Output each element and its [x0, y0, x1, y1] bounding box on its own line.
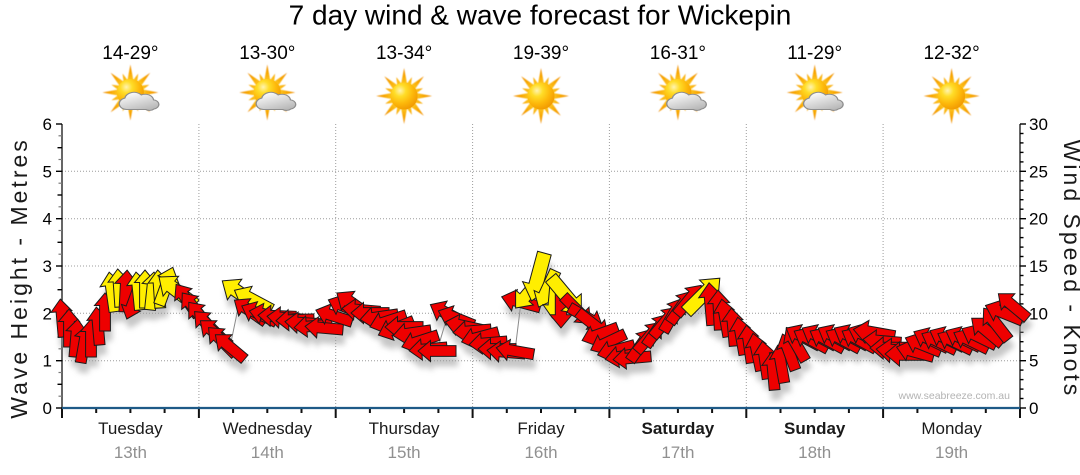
svg-text:0: 0	[43, 399, 52, 418]
svg-text:0: 0	[1029, 399, 1038, 418]
svg-text:5: 5	[43, 162, 52, 181]
svg-text:18th: 18th	[798, 443, 831, 462]
svg-text:Wave Height - Metres: Wave Height - Metres	[6, 137, 32, 419]
svg-text:19-39°: 19-39°	[513, 43, 569, 64]
svg-text:11-29°: 11-29°	[787, 43, 842, 64]
svg-text:2: 2	[43, 304, 52, 323]
svg-text:Thursday: Thursday	[369, 419, 440, 438]
svg-text:6: 6	[43, 115, 52, 134]
svg-text:14-29°: 14-29°	[102, 43, 158, 64]
svg-text:Wind Speed - Knots: Wind Speed - Knots	[1059, 140, 1080, 399]
svg-text:3: 3	[43, 257, 52, 276]
svg-text:16-31°: 16-31°	[650, 43, 706, 64]
svg-text:14th: 14th	[251, 443, 284, 462]
svg-text:13-30°: 13-30°	[239, 43, 295, 64]
svg-text:12-32°: 12-32°	[923, 43, 979, 64]
svg-text:19th: 19th	[935, 443, 968, 462]
svg-text:Tuesday: Tuesday	[98, 419, 163, 438]
svg-text:Wednesday: Wednesday	[223, 419, 313, 438]
svg-text:Sunday: Sunday	[784, 419, 846, 438]
svg-text:13th: 13th	[114, 443, 147, 462]
svg-text:Saturday: Saturday	[642, 419, 715, 438]
svg-text:30: 30	[1029, 115, 1048, 134]
svg-text:20: 20	[1029, 210, 1048, 229]
svg-text:13-34°: 13-34°	[376, 43, 432, 64]
svg-text:16th: 16th	[524, 443, 557, 462]
svg-text:5: 5	[1029, 352, 1038, 371]
svg-text:www.seabreeze.com.au: www.seabreeze.com.au	[898, 390, 1011, 402]
svg-text:25: 25	[1029, 162, 1048, 181]
svg-text:1: 1	[43, 352, 52, 371]
svg-text:17th: 17th	[661, 443, 694, 462]
svg-text:Friday: Friday	[517, 419, 565, 438]
svg-text:15th: 15th	[388, 443, 421, 462]
svg-text:10: 10	[1029, 304, 1048, 323]
svg-text:Monday: Monday	[921, 419, 982, 438]
svg-text:15: 15	[1029, 257, 1048, 276]
svg-text:7 day wind & wave forecast for: 7 day wind & wave forecast for Wickepin	[289, 0, 792, 31]
svg-text:4: 4	[43, 210, 52, 229]
